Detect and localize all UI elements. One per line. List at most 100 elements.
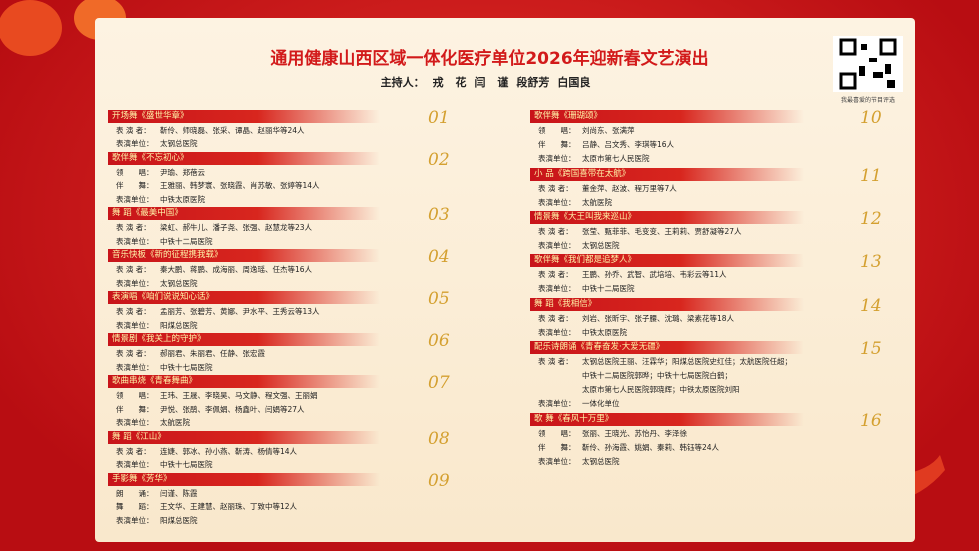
info-row: 舞 蹈： 王文华、王建慧、赵丽珠、丁致中等12人 [116, 501, 297, 512]
row-value: 太航医院 [160, 418, 190, 428]
info-row: 表 演 者： 王鹏、孙乔、武智、武培培、韦彩云等11人 [538, 269, 727, 280]
row-label: 表 演 者： [116, 126, 151, 135]
row-value: 郝丽君、朱丽君、任静、张宏霞 [160, 349, 265, 359]
row-value: 连婕、郭冰、孙小燕、靳涛、杨倩等14人 [160, 446, 298, 456]
item-number: 06 [428, 331, 450, 352]
info-row: 领 唱： 刘尚东、张满萍 [538, 125, 635, 136]
hosts-label: 主持人： [380, 76, 425, 89]
info-row: 表演单位： 阳煤总医院 [116, 320, 198, 331]
info-row: 表演单位： 太钢总医院 [116, 138, 198, 149]
row-label: 舞 蹈： [116, 502, 154, 512]
row-value: 中铁十二局医院 [582, 284, 635, 294]
row-label: 伴 舞： [538, 442, 576, 452]
row-value: 一体化单位 [582, 399, 620, 409]
info-row: 表演单位： 太航医院 [116, 417, 190, 428]
row-label: 表演单位： [116, 320, 154, 330]
row-label: 表演单位： [538, 241, 576, 250]
item-number: 02 [428, 149, 450, 170]
item-number: 04 [428, 247, 450, 268]
row-value: 太航医院 [582, 197, 612, 207]
info-row: 表演单位： 太钢总医院 [538, 240, 620, 251]
item-number: 14 [860, 295, 882, 316]
row-label: 伴 舞： [538, 140, 576, 150]
info-row: 领 唱： 张丽、王晓光、苏怡丹、李泽徐 [538, 428, 687, 439]
row-label: 表演单位： [538, 456, 576, 466]
item-title: 舞 蹈《最美中国》 [108, 207, 380, 221]
info-row: 表演单位： 太航医院 [538, 197, 612, 208]
host: 闫 谨 [474, 76, 509, 89]
row-value: 吕静、吕文秀、李琪等16人 [582, 140, 675, 150]
row-value: 王鹏、孙乔、武智、武培培、韦彩云等11人 [582, 270, 727, 280]
item-number: 16 [860, 410, 882, 431]
item-number: 10 [860, 108, 882, 128]
item-title: 舞 蹈《江山》 [108, 430, 380, 444]
row-value: 中铁太原医院 [582, 327, 627, 337]
row-value: 董金萍、赵波、程万里等7人 [582, 183, 677, 193]
item-title: 歌伴舞《不忘初心》 [108, 151, 380, 165]
hosts: 主持人： 戎 花闫 谨段舒芳 白国良 [0, 74, 979, 90]
info-row: 领 唱： 王玮、王晟、李晓昊、马文静、程文强、王丽娟 [116, 390, 318, 401]
row-value: 太钢总医院 [160, 139, 198, 149]
row-value: 张丽、王晓光、苏怡丹、李泽徐 [582, 428, 687, 438]
row-value: 中铁十七局医院 [160, 362, 213, 372]
row-value: 王雅丽、韩梦寰、张晓霞、肖苏敏、张婷等14人 [160, 181, 320, 191]
qr-code [833, 36, 903, 92]
row-label: 表 演 者： [116, 446, 151, 456]
info-row: 表 演 者： 秦大鹏、蒋鹏、成海丽、周逸瑶、任杰等16人 [116, 264, 312, 275]
info-row: 表 演 者： 郝丽君、朱丽君、任静、张宏霞 [116, 348, 265, 359]
row-label: 表演单位： [116, 418, 154, 428]
row-line: 太钢总医院王丽、汪霖华；阳煤总医院史红佳；太航医院任超； [582, 356, 792, 366]
info-row: 表演单位： 中铁十七局医院 [116, 362, 213, 373]
row-label: 表演单位： [116, 278, 154, 288]
row-label: 表演单位： [116, 460, 154, 470]
row-label: 表 演 者： [116, 265, 151, 275]
row-label: 表 演 者： [538, 313, 573, 323]
qr-caption: 我最喜爱的节目评选 [840, 97, 895, 104]
item-title: 情景舞《大王叫我来巡山》 [530, 210, 804, 224]
item-number: 01 [428, 108, 450, 128]
item-number: 12 [860, 208, 882, 229]
item-number: 05 [428, 289, 450, 310]
info-row: 朗 诵： 闫谨、陈霞 [116, 488, 198, 499]
item-title: 歌伴舞《我们都是追梦人》 [530, 254, 804, 268]
panel [95, 18, 915, 542]
row-value: 阳煤总医院 [160, 320, 198, 330]
row-label: 表演单位： [116, 362, 154, 372]
row-label: 表 演 者： [116, 349, 151, 359]
item-title: 歌 舞《春风十万里》 [530, 412, 804, 426]
info-row: 表演单位： 中铁太原医院 [116, 194, 205, 205]
row-value: 张莹、甄菲菲、毛变变、王莉莉、贾舒凝等27人 [582, 226, 742, 236]
info-row: 表演单位： 一体化单位 [538, 398, 620, 409]
item-title: 配乐诗朗诵《青春奋发·大爱无疆》 [530, 340, 804, 354]
row-label: 表演单位： [538, 154, 576, 164]
row-value: 太原市第七人民医院 [582, 154, 650, 164]
row-value: 靳伶、孙海霞、姚娟、秦莉、韩钰等24人 [582, 442, 720, 452]
row-label: 表演单位： [116, 139, 154, 149]
info-row: 表演单位： 中铁十七局医院 [116, 459, 213, 470]
row-line: 中铁十二局医院郭晔；中铁十七局医院白鹤； [582, 370, 732, 380]
row-label: 表 演 者： [538, 226, 573, 236]
row-label: 领 唱： [538, 428, 576, 438]
row-label: 表 演 者： [538, 270, 573, 280]
row-value: 中铁十二局医院 [160, 236, 213, 246]
info-row: 伴 舞： 王雅丽、韩梦寰、张晓霞、肖苏敏、张婷等14人 [116, 180, 320, 191]
info-row: 伴 舞： 尹悦、张鹃、李佩娟、杨鑫叶、闫娟等27人 [116, 404, 305, 415]
item-title: 情景剧《我关上的守护》 [108, 333, 380, 347]
row-label: 表演单位： [538, 284, 576, 294]
row-label: 领 唱： [116, 391, 154, 401]
item-number: 03 [428, 205, 450, 226]
item-title: 表演唱《咱们说说知心话》 [108, 291, 380, 305]
item-title: 手影舞《芳华》 [108, 472, 380, 486]
info-row: 表演单位： 太原市第七人民医院 [538, 153, 650, 164]
host: 白国良 [557, 76, 591, 89]
row-label: 表演单位： [116, 515, 154, 525]
item-number: 08 [428, 428, 450, 449]
row-value: 中铁太原医院 [160, 194, 205, 204]
row-label: 表演单位： [538, 197, 576, 207]
row-value: 太钢总医院 [582, 241, 620, 250]
info-row: 表演单位： 中铁太原医院 [538, 327, 627, 338]
info-row: 表 演 者： 刘岩、张昕宇、张子腰、沈璐、梁素花等18人 [538, 313, 734, 324]
info-row: 表演单位： 中铁十二局医院 [116, 236, 213, 247]
row-value: 阳煤总医院 [160, 515, 198, 525]
row-value: 靳伶、师晓磊、张采、谭晶、赵丽华等24人 [160, 126, 305, 135]
